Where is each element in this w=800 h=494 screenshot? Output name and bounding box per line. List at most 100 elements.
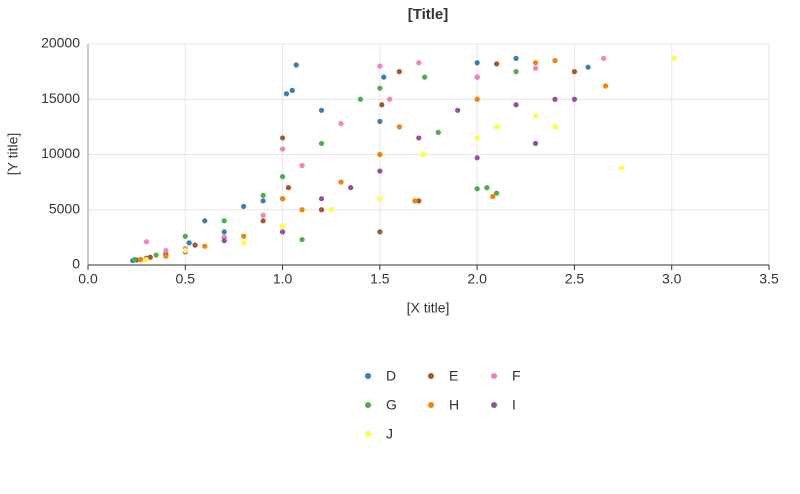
- point: [357, 96, 363, 102]
- point: [494, 61, 500, 67]
- point: [513, 102, 519, 108]
- point: [416, 135, 422, 141]
- point: [474, 155, 480, 161]
- point: [137, 256, 144, 263]
- point: [318, 196, 325, 202]
- point: [318, 207, 325, 213]
- legend-label: D: [386, 368, 396, 384]
- legend-marker: [491, 402, 497, 408]
- point: [338, 120, 344, 127]
- point: [396, 124, 402, 130]
- point: [279, 174, 286, 180]
- point: [299, 162, 305, 169]
- y-tick-label: 10000: [41, 145, 80, 161]
- point: [279, 223, 286, 229]
- point: [552, 96, 558, 102]
- legend-label: E: [449, 368, 458, 384]
- point: [377, 168, 383, 174]
- point: [484, 185, 490, 191]
- point: [494, 124, 500, 130]
- point: [379, 102, 385, 108]
- point: [279, 196, 286, 202]
- point: [532, 60, 539, 66]
- point: [348, 185, 354, 191]
- point: [279, 135, 286, 141]
- point: [132, 256, 138, 263]
- legend-marker: [491, 373, 497, 379]
- point: [422, 74, 428, 80]
- point: [182, 233, 188, 239]
- point: [552, 124, 558, 130]
- x-tick-label: 3.5: [759, 271, 779, 287]
- point: [143, 256, 149, 263]
- x-axis-title: [X title]: [407, 300, 450, 316]
- x-tick-label: 3.0: [662, 271, 682, 287]
- y-axis-title: [Y title]: [5, 133, 21, 176]
- point: [241, 203, 247, 210]
- point: [377, 151, 383, 158]
- point: [412, 198, 418, 204]
- point: [221, 238, 227, 244]
- point: [571, 69, 578, 75]
- x-tick-label: 0.0: [78, 271, 98, 287]
- point: [285, 185, 292, 191]
- point: [186, 240, 192, 246]
- point: [260, 192, 266, 198]
- point: [221, 229, 227, 235]
- point: [377, 85, 383, 91]
- point: [241, 240, 247, 246]
- point: [396, 69, 402, 75]
- point: [490, 193, 496, 200]
- chart-title: [Title]: [408, 6, 449, 23]
- point: [513, 69, 519, 75]
- point: [182, 248, 188, 254]
- point: [192, 242, 198, 248]
- point: [474, 96, 480, 102]
- point: [474, 74, 480, 80]
- x-tick-label: 2.0: [467, 271, 487, 287]
- legend-marker: [365, 373, 371, 379]
- point: [416, 60, 422, 66]
- point: [299, 207, 305, 213]
- point: [221, 218, 227, 224]
- point: [377, 196, 383, 202]
- point: [279, 229, 286, 235]
- legend-label: J: [386, 426, 393, 442]
- y-tick-label: 5000: [49, 200, 80, 216]
- legend-marker: [428, 373, 434, 379]
- point: [293, 62, 299, 68]
- point: [571, 96, 578, 102]
- point: [202, 243, 208, 249]
- point: [455, 107, 461, 113]
- point: [328, 207, 334, 213]
- point: [671, 55, 677, 61]
- point: [532, 65, 539, 71]
- point: [602, 83, 609, 89]
- point: [318, 107, 325, 113]
- point: [494, 190, 500, 196]
- point: [386, 96, 393, 102]
- point: [377, 118, 383, 124]
- point: [299, 236, 305, 243]
- point: [163, 253, 169, 259]
- y-tick-label: 15000: [41, 90, 80, 106]
- point: [318, 140, 325, 147]
- point: [532, 113, 539, 119]
- point: [435, 129, 441, 135]
- legend-marker: [365, 402, 371, 408]
- point: [260, 212, 266, 218]
- point: [143, 239, 149, 245]
- point: [153, 252, 159, 258]
- x-tick-label: 1.0: [273, 271, 293, 287]
- point: [474, 186, 480, 192]
- legend-label: G: [386, 397, 397, 413]
- y-tick-label: 20000: [41, 35, 80, 51]
- point: [513, 55, 519, 61]
- x-tick-label: 0.5: [176, 271, 196, 287]
- point: [377, 63, 383, 69]
- point: [260, 198, 266, 204]
- point: [474, 135, 480, 141]
- point: [202, 218, 208, 224]
